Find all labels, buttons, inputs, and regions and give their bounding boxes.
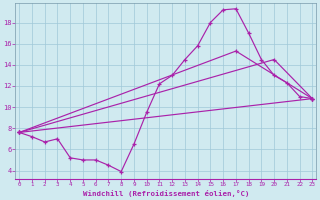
X-axis label: Windchill (Refroidissement éolien,°C): Windchill (Refroidissement éolien,°C) [83,190,249,197]
